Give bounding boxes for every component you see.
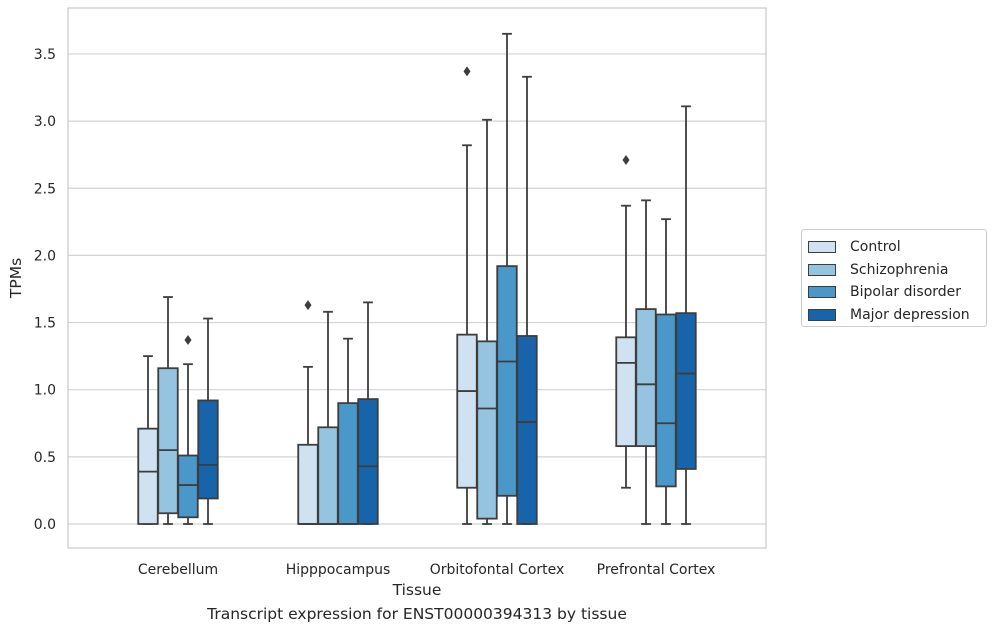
legend-swatch (808, 241, 836, 254)
box-iqr (496, 265, 518, 497)
chart-caption: Transcript expression for ENST0000039431… (207, 605, 627, 623)
legend-item: Bipolar disorder (808, 281, 986, 304)
y-tick-label: 3.5 (34, 47, 56, 63)
y-tick-label: 2.0 (34, 248, 56, 264)
y-tick-label: 1.0 (34, 383, 56, 399)
legend-label: Major depression (850, 306, 970, 323)
outlier-point (184, 335, 192, 346)
legend-swatch (808, 286, 836, 299)
box-schizophrenia (157, 296, 179, 525)
box-control (137, 355, 159, 525)
box-major-depression (357, 301, 379, 525)
x-tick-label: Prefrontal Cortex (597, 562, 716, 578)
plot-area (67, 7, 767, 549)
box-major-depression (675, 105, 697, 525)
box-bipolar-disorder (496, 32, 518, 525)
x-tick-label: Cerebellum (138, 562, 218, 578)
box-iqr (297, 443, 319, 525)
legend-label: Control (850, 239, 901, 256)
box-iqr (456, 333, 478, 489)
box-major-depression (516, 75, 538, 525)
box-iqr (516, 335, 538, 525)
box-iqr (675, 312, 697, 470)
box-iqr (157, 367, 179, 515)
y-tick-label: 2.5 (34, 181, 56, 197)
box-iqr (635, 308, 657, 448)
box-major-depression (197, 317, 219, 525)
box-bipolar-disorder (337, 337, 359, 525)
box-control (297, 300, 319, 525)
legend-label: Schizophrenia (850, 261, 949, 278)
box-schizophrenia (476, 118, 498, 525)
box-iqr (476, 340, 498, 520)
box-schizophrenia (635, 199, 657, 525)
box-iqr (615, 336, 637, 448)
outlier-point (622, 155, 630, 166)
x-tick-label: Hipppocampus (286, 562, 391, 578)
legend-item: Control (808, 236, 986, 259)
y-tick-labels: 0.0 0.5 1.0 1.5 2.0 2.5 3.0 3.5 (34, 47, 56, 533)
box-iqr (357, 398, 379, 525)
legend-swatch (808, 308, 836, 321)
box-control (615, 155, 637, 489)
legend-item: Schizophrenia (808, 259, 986, 282)
legend-item: Major depression (808, 304, 986, 327)
y-tick-label: 0.0 (34, 517, 56, 533)
legend-label: Bipolar disorder (850, 284, 962, 301)
x-axis-label: Tissue (392, 581, 442, 599)
box-iqr (317, 426, 339, 525)
box-iqr (197, 399, 219, 500)
outlier-point (304, 300, 312, 311)
legend: Control Schizophrenia Bipolar disorder Majo… (801, 229, 987, 327)
box-iqr (337, 402, 359, 525)
y-axis-label: TPMs (7, 258, 25, 299)
y-tick-label: 3.0 (34, 114, 56, 130)
x-tick-label: Orbitofontal Cortex (430, 562, 565, 578)
x-tick-labels: Cerebellum Hipppocampus Orbitofontal Corte… (138, 562, 715, 578)
box-iqr (177, 454, 199, 519)
y-tick-label: 0.5 (34, 450, 56, 466)
box-control (456, 66, 478, 525)
outlier-point (463, 66, 471, 77)
y-tick-label: 1.5 (34, 316, 56, 332)
box-schizophrenia (317, 310, 339, 525)
box-groups (137, 32, 697, 525)
box-iqr (655, 313, 677, 488)
box-iqr (137, 427, 159, 525)
box-bipolar-disorder (655, 218, 677, 525)
box-bipolar-disorder (177, 335, 199, 525)
legend-swatch (808, 263, 836, 276)
